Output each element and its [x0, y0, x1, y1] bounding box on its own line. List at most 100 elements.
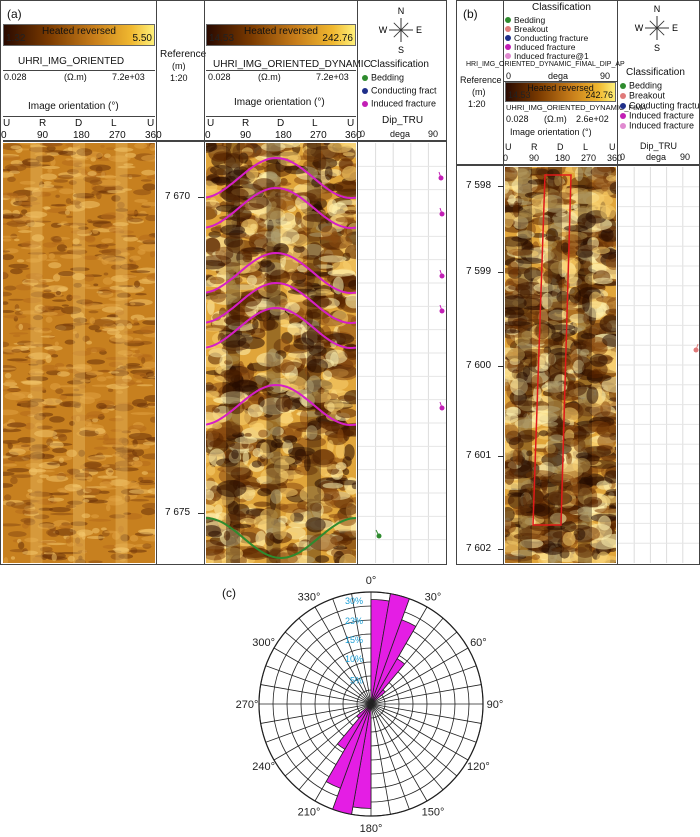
rose-petal — [370, 593, 410, 705]
rose-angle-label: 30° — [425, 592, 442, 604]
orientation-degree: 180 — [73, 130, 90, 141]
a-dip-unit: dega — [390, 129, 411, 139]
b-colorbar-min: 14.53 — [508, 90, 531, 100]
legend-item: Induced fracture — [620, 110, 695, 121]
a2-scale-unit: (Ω.m) — [258, 72, 281, 82]
orientation-degree: 270 — [310, 130, 327, 141]
legend-item: Induced fracture@1 — [505, 50, 589, 61]
svg-text:E: E — [672, 23, 678, 33]
rose-diagram: 0° 30° 60° 90° 120° 150° 180° 210° 240° 270° 300° 3… — [236, 575, 504, 835]
b2-dip-unit: dega — [646, 152, 667, 162]
orientation-letter: U — [3, 118, 11, 129]
svg-text:N: N — [654, 4, 661, 14]
a2-orientation-title: Image orientation (°) — [234, 97, 325, 108]
a-colorbar-static: Heated reversed 1.32 5.50 — [3, 24, 155, 46]
rose-angle-label: 60° — [470, 637, 487, 649]
depth-label: 7 602 — [466, 543, 492, 554]
a-dynamic-image — [206, 143, 356, 563]
a-dip-track — [358, 143, 446, 563]
legend-item: Breakout — [505, 23, 549, 34]
a-scale-unit: (Ω.m) — [64, 72, 87, 82]
sinusoid-pick — [206, 251, 356, 295]
b-log-name: UHRI_IMG_ORIENTED_DYNAMIC_FIMA — [506, 103, 647, 112]
b2-dip-max: 90 — [680, 152, 691, 162]
legend-label: Conducting fracture — [629, 100, 700, 111]
a2-colorbar-max: 242.76 — [322, 33, 353, 44]
rose-percent-label: 5% — [350, 675, 363, 685]
svg-text:N: N — [398, 6, 405, 16]
legend-item: Bedding — [362, 72, 404, 85]
legend-item: Induced fracture — [505, 41, 576, 52]
legend-label: Induced fracture — [514, 41, 576, 52]
a2-colorbar-min: 14.53 — [209, 33, 235, 44]
legend-item: Induced fracture — [620, 120, 694, 131]
sinusoid-pick — [206, 156, 356, 200]
legend-label: Induced fracture — [371, 98, 437, 109]
a-classification-title: Classification — [370, 59, 429, 70]
orientation-degree: 270 — [109, 130, 126, 141]
legend-label: Induced fracture — [629, 110, 695, 121]
b-ref-unit: (m) — [472, 87, 486, 97]
orientation-degree: 0 — [503, 153, 509, 163]
orientation-degree: 0 — [205, 130, 211, 141]
orientation-letter: R — [242, 118, 250, 129]
b-dip-unit: dega — [548, 71, 569, 81]
orientation-letter: U — [147, 118, 155, 129]
rose-percent-label: 23% — [345, 616, 363, 626]
rose-petal — [356, 703, 372, 719]
orientation-letter: D — [557, 142, 564, 152]
rose-angle-label: 90° — [487, 699, 504, 711]
rose-angle-label: 0° — [366, 575, 377, 587]
orientation-degree: 90 — [37, 130, 49, 141]
orientation-degree: 90 — [240, 130, 252, 141]
rose-percent-label: 30% — [345, 596, 363, 606]
rose-angle-label: 300° — [252, 637, 275, 649]
sinusoid-pick — [206, 186, 356, 230]
b-colorbar: Heated reversed 14.53 242.76 — [505, 82, 616, 102]
orientation-degree: 360 — [345, 130, 362, 141]
legend-label: Conducting fracture — [514, 32, 589, 43]
orientation-degree: 270 — [581, 153, 597, 163]
rose-angle-label: 270° — [236, 699, 259, 711]
svg-text:S: S — [398, 45, 404, 55]
rose-petal — [336, 703, 372, 750]
a-ref-title: Reference — [160, 49, 207, 60]
sinusoid-pick — [206, 383, 356, 427]
legend-label: Breakout — [629, 90, 666, 101]
panel-b-label: (b) — [463, 7, 478, 21]
rose-petal — [370, 658, 406, 705]
a2-scale-max: 7.2e+03 — [316, 72, 349, 82]
b2-dip-title: Dip_TRU — [640, 141, 678, 151]
a-ref-unit: (m) — [172, 61, 186, 71]
b-orientation-title: Image orientation (°) — [510, 127, 592, 137]
legend-item: Conducting fracture — [620, 100, 700, 111]
depth-tick — [498, 186, 504, 187]
depth-tick — [498, 456, 504, 457]
rose-angle-label: 120° — [467, 761, 490, 773]
rose-angle-label: 180° — [360, 823, 383, 835]
sinusoid-pick — [206, 281, 356, 325]
svg-text:W: W — [379, 25, 388, 35]
rose-angle-label: 240° — [252, 761, 275, 773]
b-scale-unit: (Ω.m) — [544, 114, 567, 124]
depth-tick — [198, 197, 204, 198]
svg-text:S: S — [654, 43, 660, 53]
a-colorbar-title: Heated reversed — [42, 26, 116, 37]
rose-petal — [370, 619, 417, 705]
rose-angle-label: 150° — [422, 806, 445, 818]
a-ref-scale: 1:20 — [170, 73, 188, 83]
orientation-letter: U — [609, 142, 616, 152]
legend-item: Induced fracture — [362, 98, 436, 111]
a-colorbar-dynamic: Heated reversed 14.53 242.76 — [206, 24, 356, 46]
legend-label: Conducting fract — [371, 85, 437, 96]
b-colorbar-title: Heated reversed — [527, 83, 594, 93]
depth-tick — [198, 513, 204, 514]
a-colorbar-max: 5.50 — [132, 33, 152, 44]
svg-text:W: W — [635, 23, 644, 33]
depth-label: 7 601 — [466, 450, 492, 461]
legend-marker — [505, 16, 511, 23]
legend-marker — [620, 102, 626, 109]
orientation-degree: 360 — [607, 153, 623, 163]
legend-label: Breakout — [514, 23, 549, 34]
b-scale-max: 2.6e+02 — [576, 114, 609, 124]
